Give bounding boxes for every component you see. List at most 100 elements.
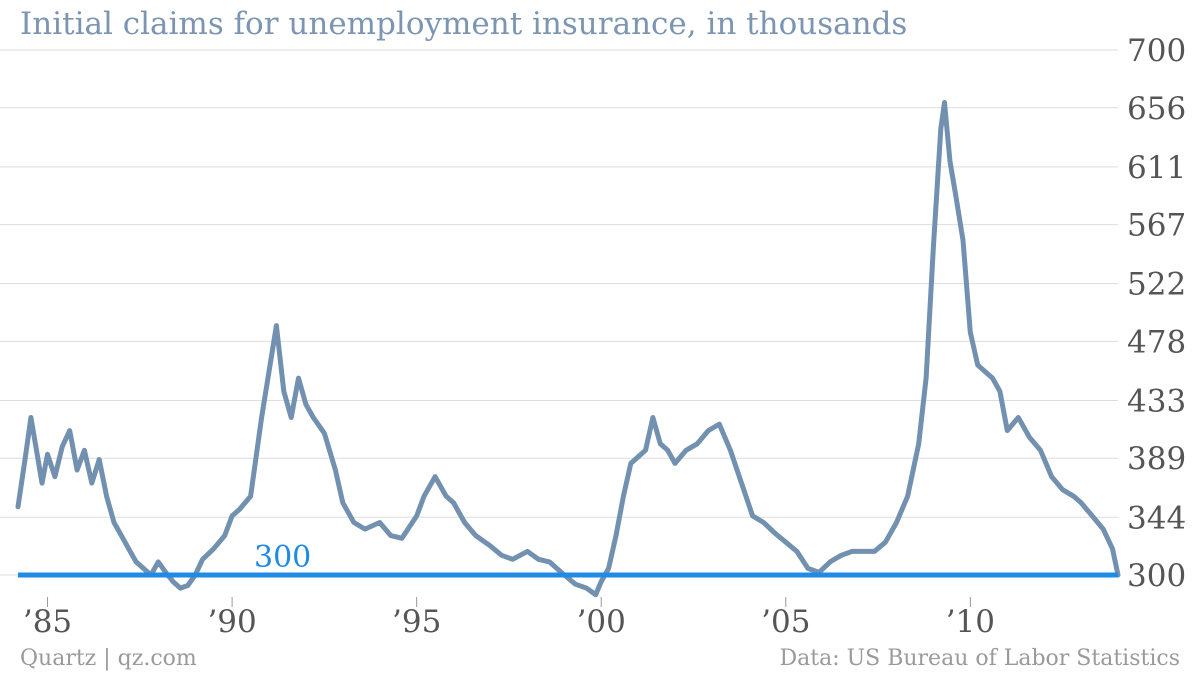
data-point — [142, 567, 145, 570]
data-point — [1050, 475, 1053, 478]
data-point — [574, 583, 577, 586]
series-line — [15, 100, 1121, 598]
y-tick-label: 344 — [1127, 500, 1186, 536]
data-point — [969, 331, 972, 334]
data-point — [75, 468, 79, 472]
data-point — [939, 127, 942, 130]
chart-title: Initial claims for unemployment insuranc… — [20, 6, 908, 42]
data-point — [585, 586, 588, 590]
data-source: Data: US Bureau of Labor Statistics — [779, 646, 1180, 671]
data-point — [363, 527, 367, 531]
data-point — [943, 101, 946, 104]
data-point — [238, 508, 241, 511]
y-axis-ticks: 700 656 611 567 522 478 433 389 344 300 — [1127, 33, 1186, 594]
y-tick-label: 389 — [1127, 441, 1186, 477]
data-point — [29, 416, 33, 419]
y-tick-label: 611 — [1127, 150, 1186, 186]
data-point — [614, 534, 618, 537]
data-point — [666, 449, 669, 452]
gridlines — [0, 49, 1118, 576]
data-point — [400, 537, 404, 540]
data-point — [983, 370, 987, 373]
data-point — [323, 432, 326, 435]
data-point — [1072, 495, 1075, 498]
data-point — [548, 560, 551, 564]
data-point — [622, 495, 625, 498]
data-point — [594, 593, 597, 596]
data-point — [840, 554, 843, 557]
data-point — [378, 521, 381, 524]
data-point — [179, 586, 182, 590]
data-point — [729, 449, 732, 452]
data-point — [171, 580, 175, 583]
data-point — [718, 422, 721, 426]
x-tick-label: ’10 — [946, 604, 995, 640]
data-point — [1006, 429, 1009, 432]
data-point — [275, 324, 278, 327]
data-point — [773, 531, 776, 535]
data-point — [445, 495, 448, 498]
data-point — [862, 550, 865, 553]
y-tick-label: 567 — [1127, 208, 1186, 244]
y-tick-label: 300 — [1127, 558, 1186, 594]
data-point — [35, 449, 38, 452]
y-tick-label: 700 — [1127, 33, 1186, 69]
data-point — [998, 390, 1002, 393]
data-point — [644, 449, 647, 452]
reference-line-layer: 300 — [18, 540, 1118, 578]
data-point — [795, 550, 799, 553]
x-tick-label: ’00 — [577, 604, 626, 640]
data-point — [297, 376, 300, 380]
data-point — [157, 560, 160, 564]
data-point — [806, 567, 810, 570]
data-point — [474, 534, 477, 537]
data-point — [884, 541, 887, 544]
data-point — [186, 584, 189, 587]
data-point — [762, 521, 765, 524]
data-point — [352, 521, 356, 524]
data-point — [304, 403, 308, 406]
reference-line-label: 300 — [254, 540, 311, 575]
data-point — [1039, 449, 1042, 452]
data-point — [629, 462, 632, 465]
data-point — [127, 547, 130, 550]
data-point — [68, 429, 71, 432]
data-point — [223, 534, 226, 537]
data-point — [83, 449, 86, 452]
y-tick-label: 522 — [1127, 267, 1186, 303]
data-point — [282, 390, 285, 393]
data-point — [46, 453, 49, 456]
data-point — [1102, 527, 1105, 531]
data-point — [906, 495, 909, 498]
y-tick-label: 433 — [1127, 383, 1186, 419]
data-point — [212, 547, 215, 550]
data-point — [961, 239, 965, 242]
data-point — [1091, 514, 1094, 518]
data-point — [334, 468, 337, 472]
data-point — [895, 521, 898, 524]
source-credit: Quartz | qz.com — [20, 646, 197, 671]
data-point — [433, 475, 437, 478]
data-point — [1079, 501, 1083, 504]
x-tick-label: ’85 — [23, 604, 72, 640]
data-point — [1061, 488, 1064, 491]
data-point — [290, 416, 293, 419]
data-point — [105, 495, 108, 498]
y-tick-label: 478 — [1127, 324, 1186, 360]
data-point — [537, 558, 540, 561]
data-point — [53, 475, 57, 478]
data-point — [267, 370, 271, 373]
data-point — [924, 376, 928, 380]
data-point — [260, 416, 263, 419]
data-point — [636, 455, 640, 459]
data-point — [500, 554, 503, 557]
data-point — [851, 550, 854, 553]
data-point — [415, 514, 418, 518]
data-point — [422, 495, 426, 498]
data-point — [740, 481, 743, 485]
data-point — [784, 541, 787, 544]
data-point — [389, 534, 392, 537]
data-point — [651, 416, 655, 419]
data-point — [40, 481, 44, 485]
